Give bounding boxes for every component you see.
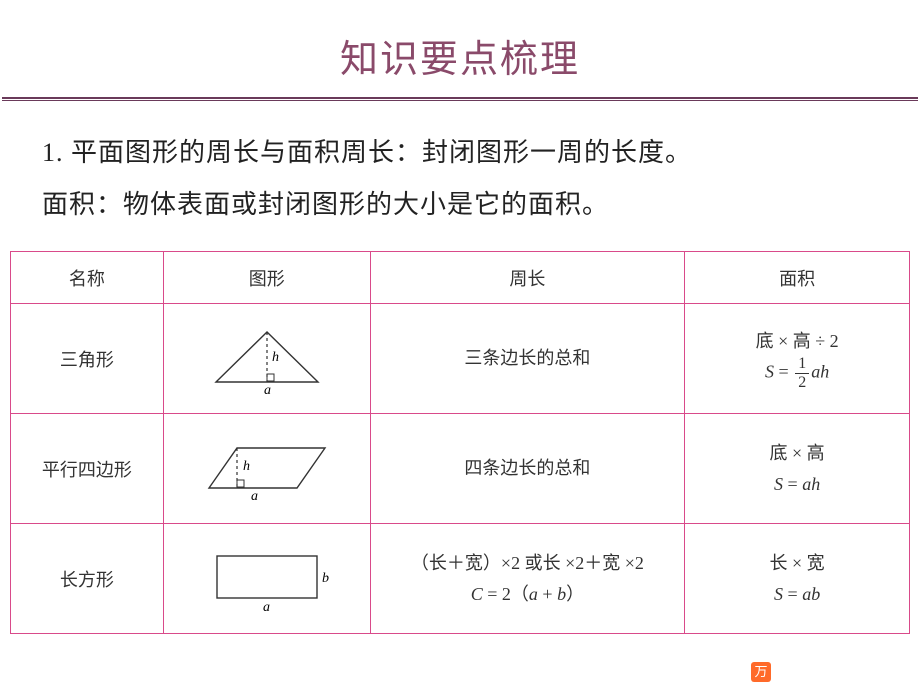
table-row: 三角形ha三条边长的总和底 × 高 ÷ 2S = 12ah [11,304,910,414]
svg-text:a: a [251,489,258,501]
body-text: 1. 平面图形的周长与面积周长：封闭图形一周的长度。 面积：物体表面或封闭图形的… [0,101,920,251]
svg-text:a: a [264,383,271,394]
cell-shape: ha [163,414,370,524]
table-body: 三角形ha三条边长的总和底 × 高 ÷ 2S = 12ah平行四边形ha四条边长… [11,304,910,634]
th-perimeter: 周长 [370,252,685,304]
svg-text:b: b [322,571,329,586]
table-row: 长方形ba（长＋宽）×2 或长 ×2＋宽 ×2C = 2（a + b）长 × 宽… [11,524,910,634]
cell-name: 三角形 [11,304,164,414]
th-area: 面积 [685,252,910,304]
shapes-table-wrap: 名称 图形 周长 面积 三角形ha三条边长的总和底 × 高 ÷ 2S = 12a… [0,251,920,634]
svg-text:a: a [263,600,270,614]
brand-badge: 万 [751,662,771,682]
cell-perimeter: 三条边长的总和 [370,304,685,414]
table-row: 平行四边形ha四条边长的总和底 × 高S = ah [11,414,910,524]
cell-perimeter: 四条边长的总和 [370,414,685,524]
cell-area: 长 × 宽S = ab [685,524,910,634]
th-name: 名称 [11,252,164,304]
body-line-2: 面积：物体表面或封闭图形的大小是它的面积。 [42,179,878,231]
table-header-row: 名称 图形 周长 面积 [11,252,910,304]
cell-name: 长方形 [11,524,164,634]
cell-shape: ba [163,524,370,634]
cell-name: 平行四边形 [11,414,164,524]
cell-shape: ha [163,304,370,414]
svg-text:h: h [243,459,250,474]
body-line-1: 1. 平面图形的周长与面积周长：封闭图形一周的长度。 [42,127,878,179]
cell-perimeter: （长＋宽）×2 或长 ×2＋宽 ×2C = 2（a + b） [370,524,685,634]
svg-text:h: h [272,350,279,365]
th-shape: 图形 [163,252,370,304]
cell-area: 底 × 高 ÷ 2S = 12ah [685,304,910,414]
cell-area: 底 × 高S = ah [685,414,910,524]
slide-title: 知识要点梳理 [0,0,920,97]
shapes-table: 名称 图形 周长 面积 三角形ha三条边长的总和底 × 高 ÷ 2S = 12a… [10,251,910,634]
